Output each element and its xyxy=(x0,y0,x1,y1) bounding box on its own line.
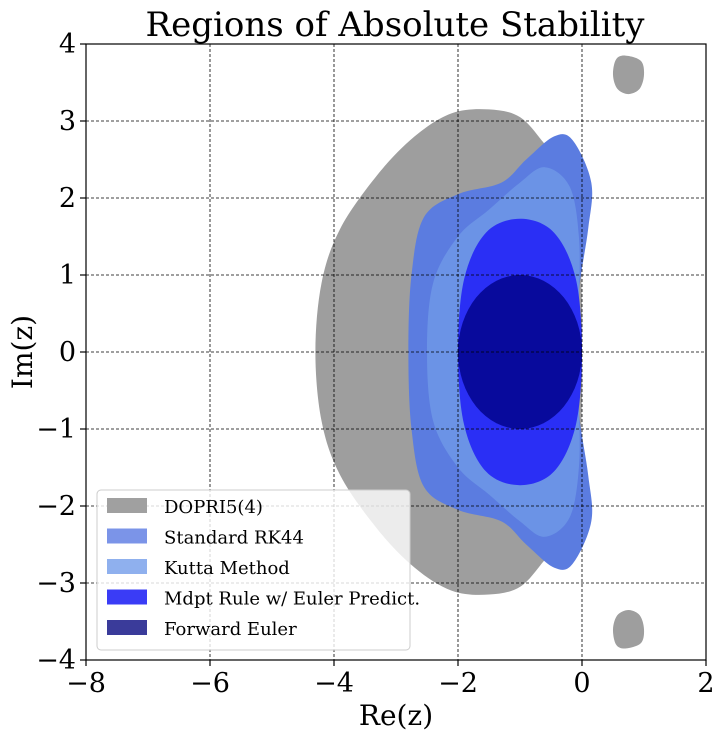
y-tick-label: 3 xyxy=(59,106,76,137)
legend-swatch-mdpt-rule-w-euler-predict xyxy=(107,589,147,605)
y-tick-label: −3 xyxy=(36,568,76,599)
y-tick-label: 4 xyxy=(59,29,76,60)
legend-swatch-dopri5-4 xyxy=(107,498,147,513)
x-tick-label: −2 xyxy=(438,668,478,699)
y-tick-label: −2 xyxy=(36,491,76,522)
legend-swatch-standard-rk44 xyxy=(107,528,147,544)
axis-ticks: −8 −6 −4 −2 0 2 −4 −3 −2 −1 0 1 2 3 4 xyxy=(36,29,714,699)
x-tick-label: 0 xyxy=(573,668,590,699)
x-tick-label: 2 xyxy=(697,668,714,699)
x-axis-label: Re(z) xyxy=(359,699,433,732)
legend-label-standard-rk44: Standard RK44 xyxy=(164,528,304,549)
y-tick-label: 0 xyxy=(59,337,76,368)
region-dopri5-4-2 xyxy=(612,610,645,649)
legend-swatch-kutta-method xyxy=(107,559,147,574)
y-axis-label: Im(z) xyxy=(6,315,39,389)
legend-label-dopri5-4: DOPRI5(4) xyxy=(164,497,263,518)
x-tick-label: −6 xyxy=(190,668,230,699)
legend-label-mdpt-rule-w-euler-predict: Mdpt Rule w/ Euler Predict. xyxy=(164,589,420,610)
legend-label-forward-euler: Forward Euler xyxy=(164,619,297,640)
y-tick-label: −4 xyxy=(36,645,76,676)
y-tick-label: −1 xyxy=(36,414,76,445)
legend-label-kutta-method: Kutta Method xyxy=(164,558,290,579)
chart-title: Regions of Absolute Stability xyxy=(146,5,646,45)
region-dopri5-4-1 xyxy=(612,55,645,95)
region-forward-euler xyxy=(458,275,582,429)
y-tick-label: 2 xyxy=(59,183,76,214)
x-tick-label: −4 xyxy=(314,668,354,699)
x-tick-label: −8 xyxy=(66,668,106,699)
y-tick-label: 1 xyxy=(59,260,76,291)
legend-swatch-forward-euler xyxy=(107,620,147,635)
legend-box xyxy=(96,489,411,651)
legend: DOPRI5(4) Standard RK44 Kutta Method Mdpt R… xyxy=(96,489,420,651)
